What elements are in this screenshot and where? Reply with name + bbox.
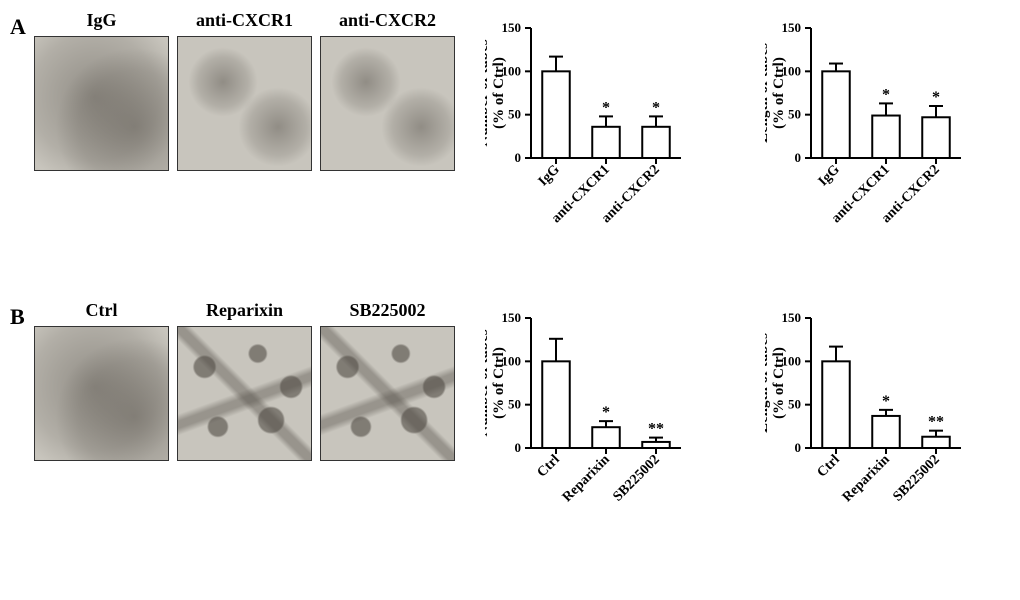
panel-b-charts: 050100150Number of tubes(% of Ctrl)Ctrl*… — [485, 300, 985, 570]
bar-chart: 050100150Length of tubes(% of Ctrl)IgG*a… — [765, 20, 985, 280]
micrograph-column: Reparixin — [177, 300, 312, 461]
significance-marker: * — [652, 99, 660, 116]
chart-svg: 050100150Length of tubes(% of Ctrl)IgG*a… — [765, 20, 985, 280]
panel-a-charts: 050100150Number of tubes(% of Ctrl)IgG*a… — [485, 10, 985, 280]
chart-svg: 050100150Number of tubes(% of Ctrl)Ctrl*… — [485, 310, 705, 570]
y-axis-label: Number of tubes(% of Ctrl) — [485, 329, 507, 436]
micrograph-title: IgG — [34, 10, 169, 32]
bar — [922, 117, 950, 158]
y-tick-label: 50 — [788, 107, 801, 122]
micrograph-column: anti-CXCR2 — [320, 10, 455, 171]
bar — [642, 127, 670, 158]
bar-chart: 050100150Number of tubes(% of Ctrl)IgG*a… — [485, 20, 705, 280]
x-tick-label: Reparixin — [840, 452, 893, 505]
micrograph-column: IgG — [34, 10, 169, 171]
y-tick-label: 0 — [515, 440, 522, 455]
chart-svg: 050100150Length of tubes(% of Ctrl)Ctrl*… — [765, 310, 985, 570]
chart-svg: 050100150Number of tubes(% of Ctrl)IgG*a… — [485, 20, 705, 280]
y-axis-label: Number of tubes(% of Ctrl) — [485, 39, 507, 146]
x-tick-label: IgG — [816, 162, 843, 189]
panel-b-row: B CtrlReparixinSB225002 050100150Number … — [10, 300, 1010, 570]
bar — [822, 361, 850, 448]
micrograph-image — [320, 36, 455, 171]
significance-marker: ** — [928, 414, 944, 431]
micrograph-column: Ctrl — [34, 300, 169, 461]
x-tick-label: SB225002 — [890, 452, 942, 504]
bar — [542, 361, 570, 448]
y-tick-label: 150 — [782, 20, 802, 35]
bar — [922, 437, 950, 448]
y-tick-label: 50 — [508, 107, 521, 122]
micrograph-title: SB225002 — [320, 300, 455, 322]
panel-a-micrographs: IgG anti-CXCR1 anti-CXCR2 — [34, 10, 455, 171]
micrograph-title: anti-CXCR1 — [177, 10, 312, 32]
significance-marker: * — [602, 404, 610, 421]
micrograph-image — [34, 36, 169, 171]
significance-marker: ** — [648, 421, 664, 438]
bar — [542, 71, 570, 158]
x-tick-label: SB225002 — [610, 452, 662, 504]
micrograph-image — [177, 36, 312, 171]
y-tick-label: 150 — [782, 310, 802, 325]
figure: A IgGanti-CXCR1anti-CXCR2 050100150Numbe… — [10, 10, 1010, 570]
micrograph-image — [320, 326, 455, 461]
significance-marker: * — [882, 86, 890, 103]
x-tick-label: Ctrl — [815, 452, 843, 480]
panel-a-row: A IgGanti-CXCR1anti-CXCR2 050100150Numbe… — [10, 10, 1010, 280]
micrograph-title: Reparixin — [177, 300, 312, 322]
bar — [872, 116, 900, 158]
bar-chart: 050100150Number of tubes(% of Ctrl)Ctrl*… — [485, 310, 705, 570]
micrograph-image — [34, 326, 169, 461]
x-tick-label: Reparixin — [560, 452, 613, 505]
y-axis-label: Length of tubes(% of Ctrl) — [765, 333, 787, 433]
bar — [592, 127, 620, 158]
bar — [642, 442, 670, 448]
bar-chart: 050100150Length of tubes(% of Ctrl)Ctrl*… — [765, 310, 985, 570]
x-tick-label: IgG — [536, 162, 563, 189]
significance-marker: * — [932, 89, 940, 106]
micrograph-column: anti-CXCR1 — [177, 10, 312, 171]
significance-marker: * — [882, 393, 890, 410]
y-tick-label: 150 — [502, 20, 522, 35]
micrograph-column: SB225002 — [320, 300, 455, 461]
bar — [822, 71, 850, 158]
bar — [872, 416, 900, 448]
y-tick-label: 0 — [795, 440, 802, 455]
significance-marker: * — [602, 99, 610, 116]
panel-b-label: B — [10, 300, 34, 330]
y-tick-label: 0 — [515, 150, 522, 165]
y-tick-label: 0 — [795, 150, 802, 165]
y-tick-label: 150 — [502, 310, 522, 325]
panel-a-label: A — [10, 10, 34, 40]
micrograph-title: Ctrl — [34, 300, 169, 322]
bar — [592, 427, 620, 448]
micrograph-title: anti-CXCR2 — [320, 10, 455, 32]
panel-b-micrographs: Ctrl Reparixin SB225002 — [34, 300, 455, 461]
y-tick-label: 50 — [788, 397, 801, 412]
y-tick-label: 50 — [508, 397, 521, 412]
y-axis-label: Length of tubes(% of Ctrl) — [765, 43, 787, 143]
micrograph-image — [177, 326, 312, 461]
x-tick-label: Ctrl — [535, 452, 563, 480]
